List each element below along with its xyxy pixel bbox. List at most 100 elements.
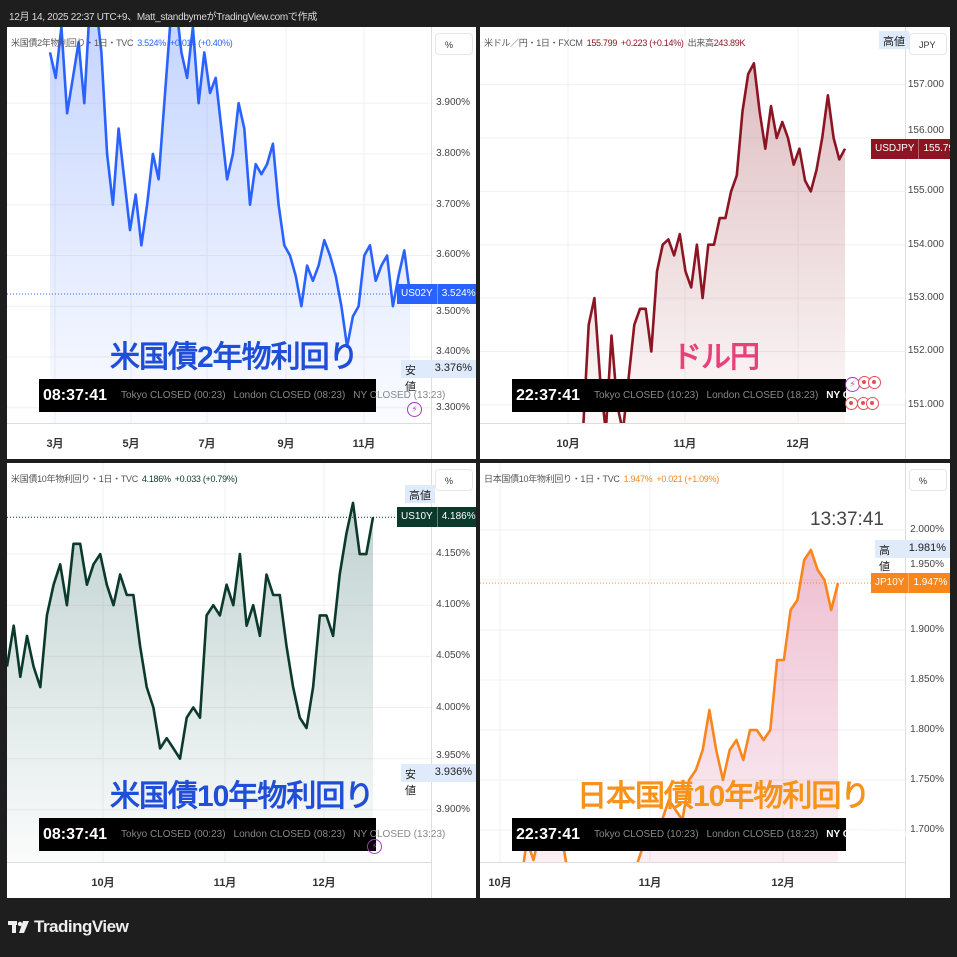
y-tick-label: 2.000% xyxy=(910,524,944,535)
y-tick-label: 1.950% xyxy=(910,559,944,570)
chart-caption: 12月 14, 2025 22:37 UTC+9、Matt_standbymeが… xyxy=(9,12,318,23)
y-tick-label: 1.750% xyxy=(910,774,944,785)
chart-panel-us02y[interactable]: 3.900% 3.800% 3.700% 3.600% 3.500% 3.400% 3.30… xyxy=(7,27,476,459)
y-tick-label: 4.100% xyxy=(436,599,470,611)
high-text: 高値 xyxy=(883,36,905,48)
high-label: 高値 xyxy=(879,31,909,49)
y-tick-label: 154.000 xyxy=(907,238,944,250)
price-line xyxy=(7,501,375,761)
last-price: 4.186% xyxy=(141,474,171,484)
symbol-name: 米国債10年物利回り・1日・TVC xyxy=(11,474,138,484)
time-axis[interactable] xyxy=(7,862,431,898)
price-area xyxy=(50,27,410,423)
last-price-tag: US10Y 4.186% xyxy=(397,507,476,528)
session-clock-bar: 22:37:41 Tokyo CLOSED (10:23) London CLOSE… xyxy=(512,379,906,412)
price-axis[interactable] xyxy=(905,27,950,459)
y-tick-label: 3.950% xyxy=(436,749,470,761)
y-tick-label: 3.500% xyxy=(436,306,470,318)
y-tick-label: 3.600% xyxy=(436,249,470,261)
session-status: Tokyo CLOSED (00:23) xyxy=(121,390,226,401)
overlay-title: ドル円 xyxy=(672,341,760,374)
session-clock-bar: 08:37:41 Tokyo CLOSED (00:23) London CLOSE… xyxy=(39,818,445,851)
time-axis[interactable] xyxy=(480,423,905,459)
last-price: 155.799 xyxy=(586,38,618,48)
tradingview-logo-icon xyxy=(8,921,29,933)
price-chart[interactable] xyxy=(7,27,431,423)
session-status: Tokyo CLOSED (10:23) xyxy=(594,390,699,401)
y-tick-label: 3.900% xyxy=(436,97,470,109)
time-axis[interactable] xyxy=(7,423,431,459)
tag-symbol: JP10Y xyxy=(871,573,910,593)
symbol-legend[interactable]: 米国債10年物利回り・1日・TVC 4.186% +0.033 (+0.79%) xyxy=(11,472,238,485)
price-axis[interactable] xyxy=(905,463,950,898)
session-open: NY OPEN (07:23) xyxy=(826,829,907,840)
y-tick-label: 3.300% xyxy=(436,401,470,413)
tradingview-logo-text: TradingView xyxy=(34,917,129,936)
y-tick-label: 155.000 xyxy=(907,185,944,197)
scale-unit-button[interactable]: JPY xyxy=(909,33,947,55)
chart-panel-us10y[interactable]: 4.150% 4.100% 4.050% 4.000% 3.950% 3.900%% 10月… xyxy=(7,463,476,898)
economic-event-icon[interactable] xyxy=(866,397,879,410)
session-status: London CLOSED (18:23) xyxy=(706,829,819,840)
price-line xyxy=(522,548,840,862)
symbol-name: 日本国債10年物利回り・1日・TVC xyxy=(484,474,620,484)
y-tick-label: 151.000 xyxy=(907,398,944,410)
tradingview-logo[interactable]: TradingView xyxy=(8,917,129,937)
lightning-icon[interactable]: ⚡ xyxy=(407,402,422,417)
volume-label: 出来高 xyxy=(687,38,714,48)
x-tick-label: 12月 xyxy=(312,877,336,889)
x-tick-label: 10月 xyxy=(91,877,115,889)
symbol-legend[interactable]: 日本国債10年物利回り・1日・TVC 1.947% +0.021 (+1.09%) xyxy=(484,472,719,485)
lightning-icon[interactable]: ⚡ xyxy=(367,839,382,854)
x-tick-label: 12月 xyxy=(786,438,810,450)
last-price-tag: JP10Y 1.947% xyxy=(871,573,950,593)
x-tick-label: 5月 xyxy=(122,438,140,450)
price-line xyxy=(48,27,412,349)
chart-panel-usdjpy[interactable]: 157.000 156.000 155.000 154.000 153.000 152.0… xyxy=(480,27,950,459)
scale-unit-button[interactable]: % xyxy=(435,469,473,491)
last-price-tag: US02Y 3.524% xyxy=(397,284,476,305)
price-chart[interactable] xyxy=(480,463,905,862)
economic-event-icon[interactable] xyxy=(868,376,881,389)
clock: 22:37:41 xyxy=(516,825,581,843)
price-axis[interactable] xyxy=(431,27,476,459)
x-tick-label: 11月 xyxy=(638,877,662,889)
low-value: 3.936% xyxy=(434,765,472,778)
session-status: NY CLOSED (13:23) xyxy=(353,829,446,840)
y-tick-label: 3.400% xyxy=(436,346,470,358)
price-chart[interactable] xyxy=(480,27,905,423)
price-axis[interactable] xyxy=(431,463,476,898)
tag-value: 1.947% xyxy=(913,577,948,588)
clock: 08:37:41 xyxy=(43,825,108,843)
symbol-legend[interactable]: 米ドル／円・1日・FXCM 155.799 +0.223 (+0.14%) 出来高24… xyxy=(484,36,745,49)
y-tick-label: 1.900% xyxy=(910,624,944,635)
price-chart[interactable] xyxy=(7,463,431,862)
high-label: 高値 1.981% xyxy=(875,540,950,573)
high-value: 1.981% xyxy=(908,542,946,554)
y-tick-label: 1.700% xyxy=(910,824,944,835)
chart-panel-jp10y[interactable]: 2.000% 1.950% 1.900% 1.850% 1.800% 1.750% 1.70… xyxy=(480,463,950,898)
time-axis[interactable] xyxy=(480,862,905,898)
y-tick-label: 4.150% xyxy=(436,548,470,560)
y-tick-label: 153.000 xyxy=(907,292,944,304)
session-status: London CLOSED (08:23) xyxy=(233,390,346,401)
tag-symbol: US10Y xyxy=(397,507,438,528)
low-label: 安値 3.936% xyxy=(401,763,476,797)
session-status: London CLOSED (18:23) xyxy=(706,390,819,401)
scale-unit-button[interactable]: % xyxy=(435,33,473,55)
price-area xyxy=(7,502,373,862)
last-price: 1.947% xyxy=(623,474,653,484)
y-tick-label: 1.800% xyxy=(910,724,944,735)
price-change: +0.223 (+0.14%) xyxy=(621,38,684,48)
y-tick-label: 3.700% xyxy=(436,198,470,210)
y-tick-label: 1.850% xyxy=(910,674,944,685)
x-tick-label: 10月 xyxy=(488,877,512,889)
session-status: London CLOSED (08:23) xyxy=(233,829,346,840)
symbol-name: 米国債2年物利回り・1日・TVC xyxy=(11,38,134,48)
scale-unit-button[interactable]: % xyxy=(909,469,947,491)
session-status: Tokyo CLOSED (10:23) xyxy=(594,829,699,840)
symbol-legend[interactable]: 米国債2年物利回り・1日・TVC 3.524% +0.014 (+0.40%) xyxy=(11,36,233,49)
session-open: NY OPEN (07:23) xyxy=(826,390,907,401)
last-price: 3.524% xyxy=(137,38,166,48)
session-clock-bar: 08:37:41 Tokyo CLOSED (00:23) London CLOSE… xyxy=(39,379,445,412)
